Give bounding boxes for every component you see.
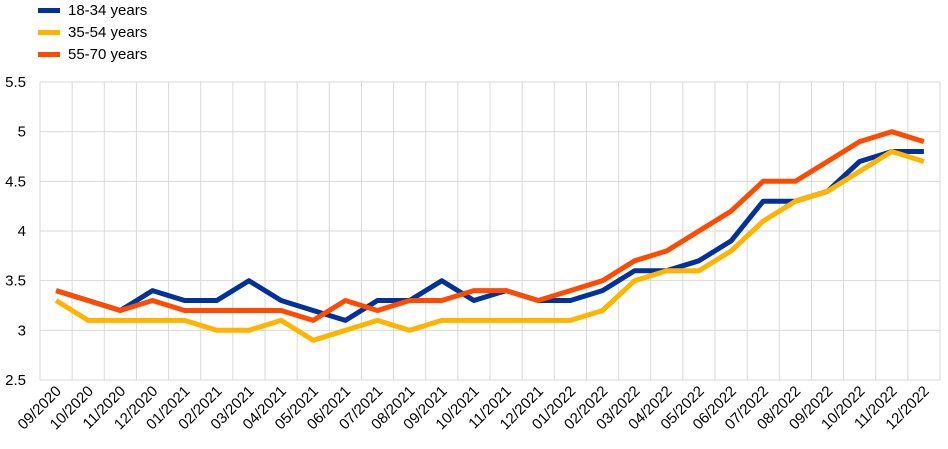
y-tick-label: 3.5 — [5, 273, 26, 290]
y-tick-label: 5.5 — [5, 74, 26, 91]
legend-label-55-70: 55-70 years — [68, 46, 148, 63]
series-line-0 — [55, 149, 924, 323]
legend-label-35-54: 35-54 years — [68, 24, 148, 41]
legend-label-18-34: 18-34 years — [68, 2, 148, 19]
series-line-2 — [55, 129, 925, 323]
y-tick-label: 3 — [18, 322, 26, 339]
y-tick-label: 4 — [18, 223, 26, 240]
legend-swatch-18-34 — [38, 8, 60, 13]
series-line-1 — [54, 149, 925, 343]
y-tick-label: 4.5 — [5, 173, 26, 190]
legend-swatch-55-70 — [38, 52, 60, 57]
legend-swatch-35-54 — [38, 30, 60, 35]
y-tick-label: 5 — [18, 124, 26, 141]
y-tick-label: 2.5 — [5, 372, 26, 389]
